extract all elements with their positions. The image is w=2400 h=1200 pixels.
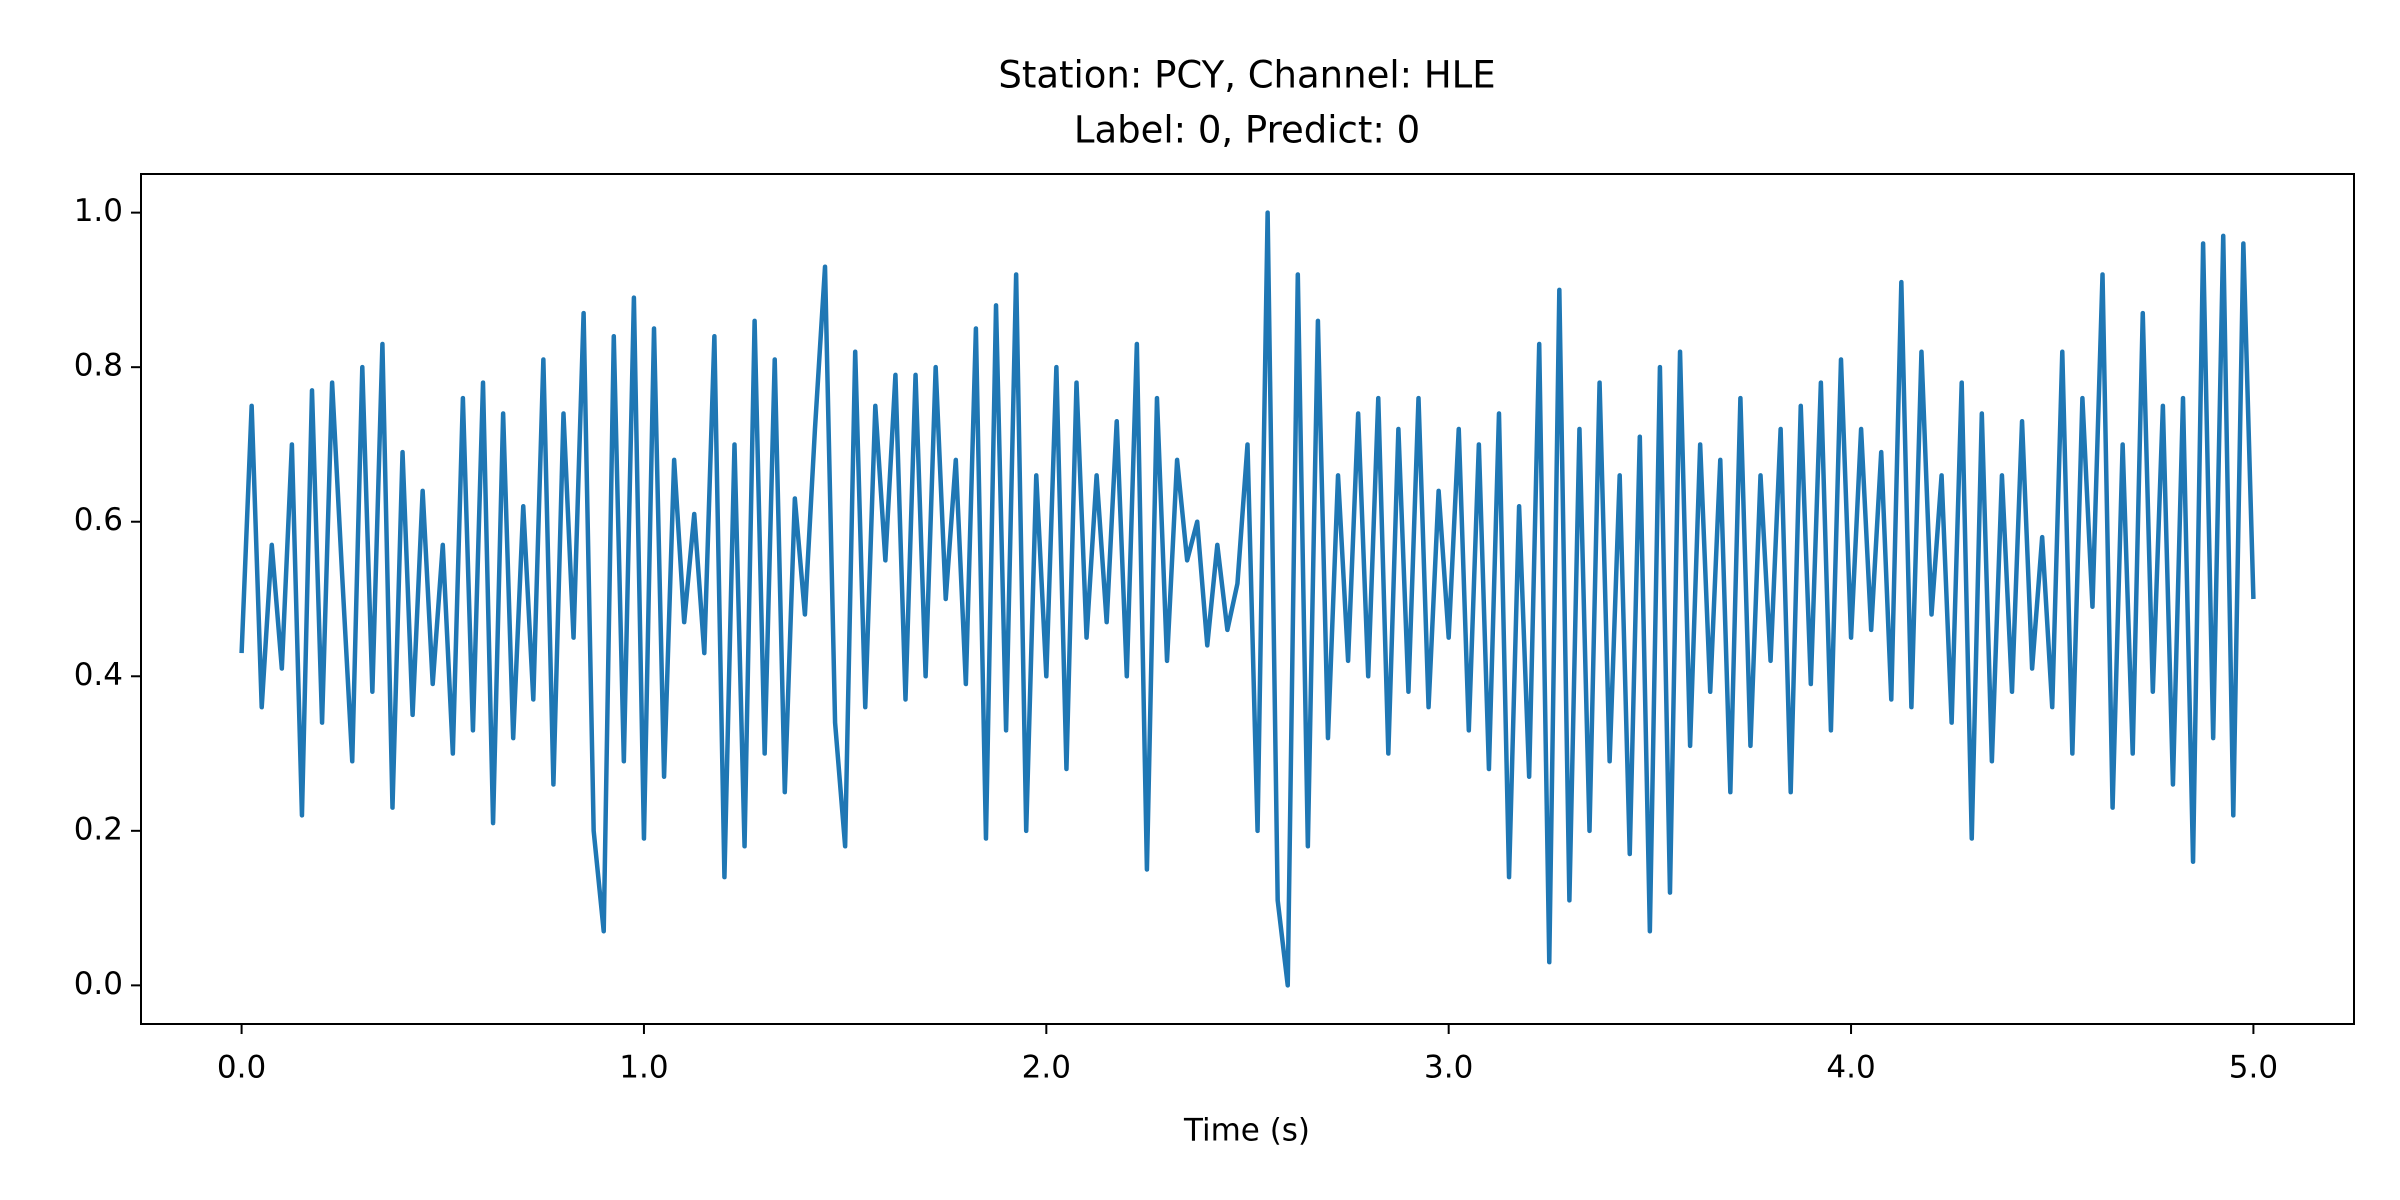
chart-subtitle: Label: 0, Predict: 0 (1074, 109, 1420, 152)
x-tick-label: 5.0 (2229, 1050, 2278, 1086)
signal-line (239, 210, 2256, 988)
y-tick-label: 0.4 (74, 657, 123, 693)
x-tick-label: 3.0 (1424, 1050, 1473, 1086)
axes-frame (140, 173, 2355, 1025)
x-tick-label: 2.0 (1022, 1050, 1071, 1086)
x-tick-label: 1.0 (619, 1050, 668, 1086)
y-tick-label: 0.6 (74, 502, 123, 538)
x-axis-label: Time (s) (1183, 1113, 1310, 1149)
y-tick-label: 0.2 (74, 811, 123, 847)
plot-area (239, 210, 2256, 988)
y-tick-label: 0.0 (74, 966, 123, 1002)
x-tick-label: 0.0 (217, 1050, 266, 1086)
y-tick-label: 0.8 (74, 348, 123, 384)
x-tick-label: 4.0 (1826, 1050, 1875, 1086)
y-tick-label: 1.0 (74, 193, 123, 229)
chart-title: Station: PCY, Channel: HLE (998, 54, 1495, 97)
